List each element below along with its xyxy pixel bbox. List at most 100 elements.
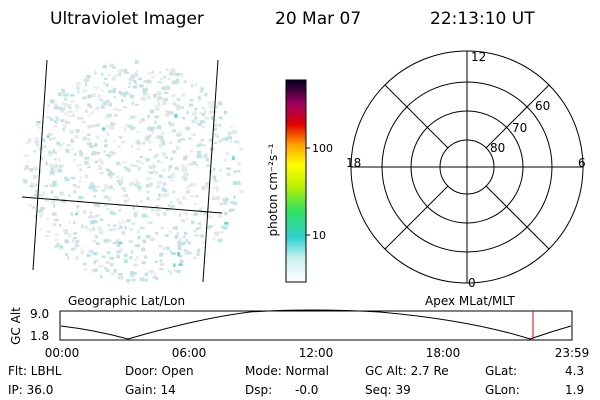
- pixel: [89, 211, 92, 214]
- pixel: [153, 272, 157, 275]
- status: Dsp:: [245, 383, 272, 397]
- pixel: [111, 76, 116, 81]
- pixel: [46, 135, 50, 138]
- pixel: [72, 184, 77, 187]
- pixel: [171, 80, 177, 85]
- pixel: [183, 251, 188, 254]
- pixel: [133, 210, 139, 214]
- pixel: [32, 175, 38, 179]
- pixel: [65, 148, 70, 152]
- pixel: [181, 164, 184, 169]
- pixel: [214, 105, 218, 109]
- pixel: [170, 157, 174, 161]
- pixel: [233, 170, 237, 173]
- pixel: [169, 205, 173, 209]
- pixel: [73, 231, 77, 235]
- pixel: [38, 209, 44, 213]
- pixel: [85, 109, 89, 114]
- pixel: [76, 117, 82, 120]
- pixel: [113, 95, 116, 99]
- pixel: [128, 170, 131, 173]
- pixel: [54, 218, 59, 222]
- pixel: [146, 215, 149, 219]
- pixel: [69, 130, 74, 134]
- pixel: [147, 114, 150, 118]
- pixel: [134, 259, 137, 262]
- pixel: [134, 60, 139, 65]
- pixel: [173, 102, 176, 106]
- pixel: [136, 159, 141, 163]
- pixel: [215, 185, 219, 189]
- pixel: [200, 87, 204, 91]
- pixel: [171, 67, 175, 71]
- pixel: [53, 164, 58, 168]
- pixel: [171, 179, 174, 182]
- pixel: [184, 211, 188, 216]
- pixel: [99, 98, 104, 102]
- pixel: [101, 89, 104, 93]
- pixel: [132, 165, 138, 168]
- pixel: [171, 70, 176, 74]
- pixel: [124, 226, 127, 230]
- pixel: [179, 105, 185, 110]
- pixel: [42, 191, 45, 195]
- pixel: [217, 238, 223, 243]
- status: Mode: Normal: [245, 364, 329, 378]
- pixel: [117, 273, 123, 276]
- pixel: [155, 205, 159, 208]
- pixel: [103, 204, 108, 207]
- pixel: [184, 240, 187, 245]
- pixel: [94, 259, 98, 263]
- pixel: [176, 197, 181, 202]
- pixel: [146, 184, 150, 188]
- pixel: [156, 160, 160, 163]
- lat-label: 60: [535, 99, 550, 113]
- pixel: [124, 259, 128, 264]
- pixel: [75, 129, 80, 132]
- pixel: [149, 165, 155, 169]
- pixel: [114, 74, 120, 77]
- pixel: [194, 107, 198, 111]
- pixel: [83, 210, 87, 215]
- pixel: [87, 215, 93, 219]
- pixel: [75, 82, 81, 86]
- pixel: [141, 261, 146, 265]
- pixel: [148, 183, 153, 186]
- pixel: [237, 162, 241, 166]
- pixel: [28, 204, 32, 207]
- pixel: [155, 104, 160, 108]
- pixel: [55, 117, 59, 121]
- pixel: [151, 71, 154, 74]
- pixel: [201, 112, 206, 117]
- pixel: [143, 80, 148, 83]
- pixel: [87, 138, 90, 141]
- pixel: [164, 234, 169, 237]
- mlt-label: 0: [468, 276, 476, 290]
- pixel: [73, 152, 78, 156]
- pixel: [108, 239, 113, 242]
- pixel: [120, 99, 124, 102]
- pixel: [161, 141, 166, 146]
- pixel: [111, 228, 117, 231]
- pixel: [186, 111, 189, 115]
- pixel: [75, 256, 80, 260]
- pixel: [232, 201, 238, 205]
- pixel: [104, 115, 109, 119]
- pixel: [104, 184, 108, 188]
- pixel: [36, 121, 41, 124]
- pixel: [91, 152, 96, 156]
- pixel: [33, 183, 37, 187]
- pixel: [186, 173, 189, 176]
- pixel: [55, 196, 59, 201]
- pixel: [101, 72, 104, 76]
- pixel: [121, 140, 126, 144]
- pixel: [62, 128, 65, 132]
- pixel: [175, 231, 179, 236]
- pixel: [62, 124, 67, 128]
- pixel: [94, 71, 97, 75]
- pixel: [139, 155, 144, 159]
- pixel: [176, 105, 181, 108]
- pixel: [142, 239, 147, 244]
- pixel: [61, 142, 65, 145]
- pixel: [159, 71, 162, 74]
